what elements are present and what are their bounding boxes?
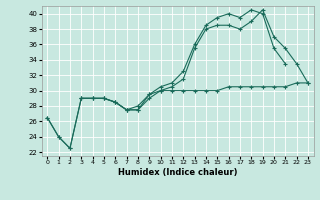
X-axis label: Humidex (Indice chaleur): Humidex (Indice chaleur) xyxy=(118,168,237,177)
